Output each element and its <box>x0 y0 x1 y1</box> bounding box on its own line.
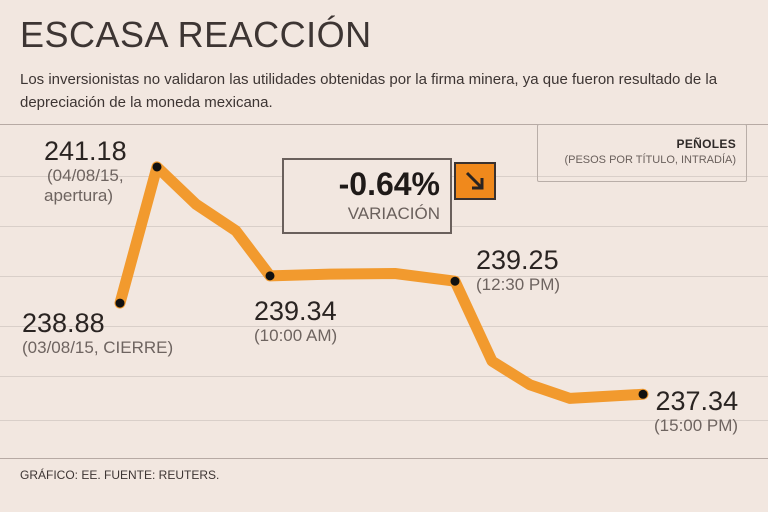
point-value: 241.18 <box>44 136 127 166</box>
legend-series-name: PEÑOLES <box>676 137 736 151</box>
point-caption: (03/08/15, CIERRE) <box>22 338 174 357</box>
down-right-arrow-icon <box>454 162 496 200</box>
data-point-marker <box>450 276 460 286</box>
point-label-close: 238.88 (03/08/15, CIERRE) <box>22 308 173 358</box>
gridline <box>0 326 768 327</box>
gridline <box>0 376 768 377</box>
legend-unit: (PESOS POR TÍTULO, INTRADÍA) <box>564 154 736 166</box>
point-value: 239.25 <box>476 245 559 275</box>
source-footer: GRÁFICO: EE. FUENTE: REUTERS. <box>20 468 220 482</box>
data-point-marker <box>265 271 275 281</box>
data-point-marker <box>115 298 125 308</box>
series-line-penoles <box>114 161 649 404</box>
point-value: 238.88 <box>22 308 105 338</box>
point-value: 237.34 <box>655 386 739 416</box>
data-point-marker <box>152 162 162 172</box>
variation-box: -0.64% VARIACIÓN <box>282 158 452 234</box>
chart-title: ESCASA REACCIÓN <box>20 14 372 55</box>
point-value: 239.34 <box>254 296 337 326</box>
point-caption: (04/08/15, <box>47 166 124 185</box>
point-caption: (12:30 PM) <box>476 275 561 294</box>
point-label-1230: 239.25 (12:30 PM) <box>476 245 560 295</box>
point-label-open: 241.18 (04/08/15, apertura) <box>44 136 127 206</box>
point-label-1000: 239.34 (10:00 AM) <box>254 296 337 346</box>
variation-label: VARIACIÓN <box>347 204 440 223</box>
top-divider <box>0 124 768 125</box>
data-point-marker <box>638 389 648 399</box>
chart-legend: PEÑOLES (PESOS POR TÍTULO, INTRADÍA) <box>537 124 747 182</box>
gridline <box>0 420 768 421</box>
bottom-divider <box>0 458 768 459</box>
point-caption: apertura) <box>44 186 113 205</box>
point-label-1500: 237.34 (15:00 PM) <box>654 386 738 436</box>
point-caption: (15:00 PM) <box>654 416 739 435</box>
chart-subtitle: Los inversionistas no validaron las util… <box>20 71 718 111</box>
variation-value: -0.64% <box>338 166 440 202</box>
point-caption: (10:00 AM) <box>254 326 338 345</box>
